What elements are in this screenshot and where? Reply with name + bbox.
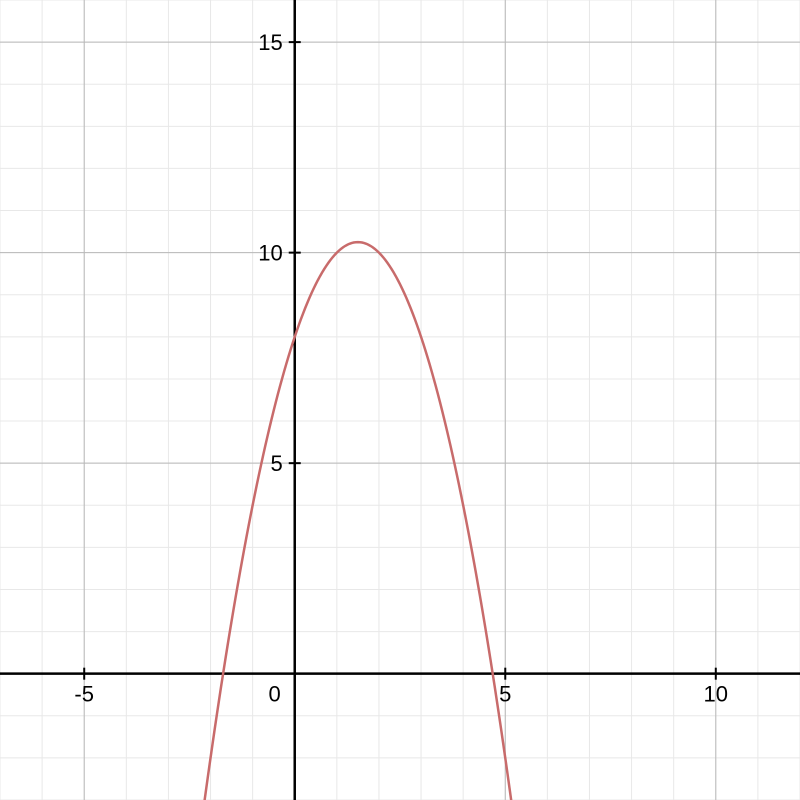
x-tick-label: 10 bbox=[704, 682, 728, 707]
y-tick-label: 5 bbox=[270, 451, 282, 476]
chart-svg: -5 0 5 10 5 10 15 bbox=[0, 0, 800, 800]
x-tick-label: 5 bbox=[499, 682, 511, 707]
y-tick-label: 10 bbox=[258, 241, 282, 266]
chart-container: -5 0 5 10 5 10 15 bbox=[0, 0, 800, 800]
x-tick-label: 0 bbox=[268, 682, 280, 707]
x-tick-label: -5 bbox=[74, 682, 94, 707]
y-tick-label: 15 bbox=[258, 30, 282, 55]
